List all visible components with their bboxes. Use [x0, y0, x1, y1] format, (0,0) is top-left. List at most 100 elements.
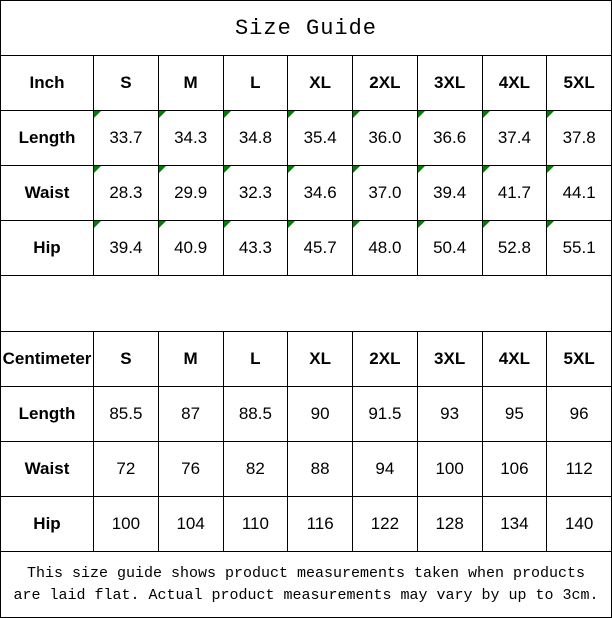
measurement-cell: 44.1 — [546, 165, 612, 221]
green-corner-flag-icon — [288, 221, 296, 228]
measurement-cell: 104 — [157, 496, 224, 552]
row-label-cell: Hip — [0, 220, 94, 276]
green-corner-flag-icon — [158, 111, 166, 118]
unit-header-cell: Centimeter — [0, 331, 94, 387]
size-header-cell: M — [157, 55, 224, 111]
size-header-cell: L — [222, 55, 289, 111]
size-header-cell: 4XL — [481, 55, 548, 111]
measurement-row: Waist 72 76 82 88 94 100 106 112 — [0, 441, 612, 497]
green-corner-flag-icon — [288, 111, 296, 118]
green-corner-flag-icon — [158, 221, 166, 228]
measurement-row: Length 85.5 87 88.5 90 91.5 93 95 96 — [0, 386, 612, 442]
measurement-cell: 82 — [222, 441, 289, 497]
green-corner-flag-icon — [94, 111, 101, 118]
measurement-cell: 140 — [546, 496, 612, 552]
size-header-cell: 3XL — [416, 331, 483, 387]
green-corner-flag-icon — [547, 221, 555, 228]
size-header-cell: 2XL — [352, 331, 418, 387]
measurement-cell: 40.9 — [157, 220, 224, 276]
measurement-cell: 34.6 — [287, 165, 353, 221]
green-corner-flag-icon — [353, 166, 360, 173]
size-header-cell: 4XL — [481, 331, 548, 387]
green-corner-flag-icon — [547, 166, 555, 173]
footer-note: This size guide shows product measuremen… — [0, 552, 612, 618]
measurement-cell: 55.1 — [546, 220, 612, 276]
measurement-cell: 37.8 — [546, 110, 612, 166]
measurement-cell: 93 — [416, 386, 483, 442]
measurement-cell: 122 — [352, 496, 418, 552]
measurement-cell: 43.3 — [222, 220, 289, 276]
measurement-cell: 96 — [546, 386, 612, 442]
measurement-cell: 94 — [352, 441, 418, 497]
measurement-cell: 34.8 — [222, 110, 289, 166]
measurement-row: Hip 100 104 110 116 122 128 134 140 — [0, 496, 612, 552]
size-header-cell: XL — [287, 331, 353, 387]
measurement-cell: 37.4 — [481, 110, 548, 166]
green-corner-flag-icon — [417, 111, 425, 118]
measurement-row: Hip 39.4 40.9 43.3 45.7 48.0 50.4 52.8 55.1 — [0, 220, 612, 276]
size-header-cell: L — [222, 331, 289, 387]
measurement-cell: 87 — [157, 386, 224, 442]
measurement-row: Waist 28.3 29.9 32.3 34.6 37.0 39.4 41.7 44.1 — [0, 165, 612, 221]
measurement-cell: 33.7 — [93, 110, 159, 166]
measurement-cell: 39.4 — [416, 165, 483, 221]
row-label-cell: Hip — [0, 496, 94, 552]
measurement-cell: 100 — [416, 441, 483, 497]
table-spacer — [0, 276, 612, 331]
green-corner-flag-icon — [482, 221, 490, 228]
size-header-cell: 2XL — [352, 55, 418, 111]
measurement-cell: 50.4 — [416, 220, 483, 276]
measurement-cell: 35.4 — [287, 110, 353, 166]
measurement-cell: 29.9 — [157, 165, 224, 221]
green-corner-flag-icon — [482, 166, 490, 173]
green-corner-flag-icon — [94, 166, 101, 173]
measurement-cell: 48.0 — [352, 220, 418, 276]
size-header-cell: S — [93, 331, 159, 387]
size-header-cell: 5XL — [546, 55, 612, 111]
measurement-cell: 32.3 — [222, 165, 289, 221]
measurement-cell: 90 — [287, 386, 353, 442]
page-title: Size Guide — [0, 0, 612, 55]
green-corner-flag-icon — [158, 166, 166, 173]
measurement-cell: 85.5 — [93, 386, 159, 442]
green-corner-flag-icon — [417, 221, 425, 228]
green-corner-flag-icon — [223, 111, 231, 118]
size-header-cell: 3XL — [416, 55, 483, 111]
green-corner-flag-icon — [94, 221, 101, 228]
size-header-cell: 5XL — [546, 331, 612, 387]
measurement-cell: 76 — [157, 441, 224, 497]
size-header-cell: M — [157, 331, 224, 387]
measurement-cell: 134 — [481, 496, 548, 552]
green-corner-flag-icon — [223, 166, 231, 173]
measurement-cell: 128 — [416, 496, 483, 552]
measurement-cell: 72 — [93, 441, 159, 497]
footer-note-line-2: are laid flat. Actual product measuremen… — [13, 586, 599, 604]
size-header-row: Centimeter S M L XL 2XL 3XL 4XL 5XL — [0, 331, 612, 387]
measurement-cell: 95 — [481, 386, 548, 442]
measurement-cell: 36.0 — [352, 110, 418, 166]
measurement-cell: 88.5 — [222, 386, 289, 442]
row-label-cell: Waist — [0, 165, 94, 221]
measurement-cell: 112 — [546, 441, 612, 497]
measurement-cell: 106 — [481, 441, 548, 497]
measurement-cell: 52.8 — [481, 220, 548, 276]
measurement-cell: 100 — [93, 496, 159, 552]
measurement-cell: 37.0 — [352, 165, 418, 221]
measurement-cell: 91.5 — [352, 386, 418, 442]
unit-header-cell: Inch — [0, 55, 94, 111]
measurement-cell: 110 — [222, 496, 289, 552]
inch-table: Inch S M L XL 2XL 3XL 4XL 5XL Length 33.7 34.3 34.8 3… — [0, 55, 612, 276]
measurement-cell: 116 — [287, 496, 353, 552]
centimeter-table: Centimeter S M L XL 2XL 3XL 4XL 5XL Length 85.5 87 8… — [0, 331, 612, 552]
green-corner-flag-icon — [353, 221, 360, 228]
size-header-cell: S — [93, 55, 159, 111]
measurement-cell: 45.7 — [287, 220, 353, 276]
measurement-cell: 28.3 — [93, 165, 159, 221]
green-corner-flag-icon — [417, 166, 425, 173]
size-header-row: Inch S M L XL 2XL 3XL 4XL 5XL — [0, 55, 612, 111]
green-corner-flag-icon — [223, 221, 231, 228]
measurement-row: Length 33.7 34.3 34.8 35.4 36.0 36.6 37.4 37.8 — [0, 110, 612, 166]
size-header-cell: XL — [287, 55, 353, 111]
green-corner-flag-icon — [288, 166, 296, 173]
